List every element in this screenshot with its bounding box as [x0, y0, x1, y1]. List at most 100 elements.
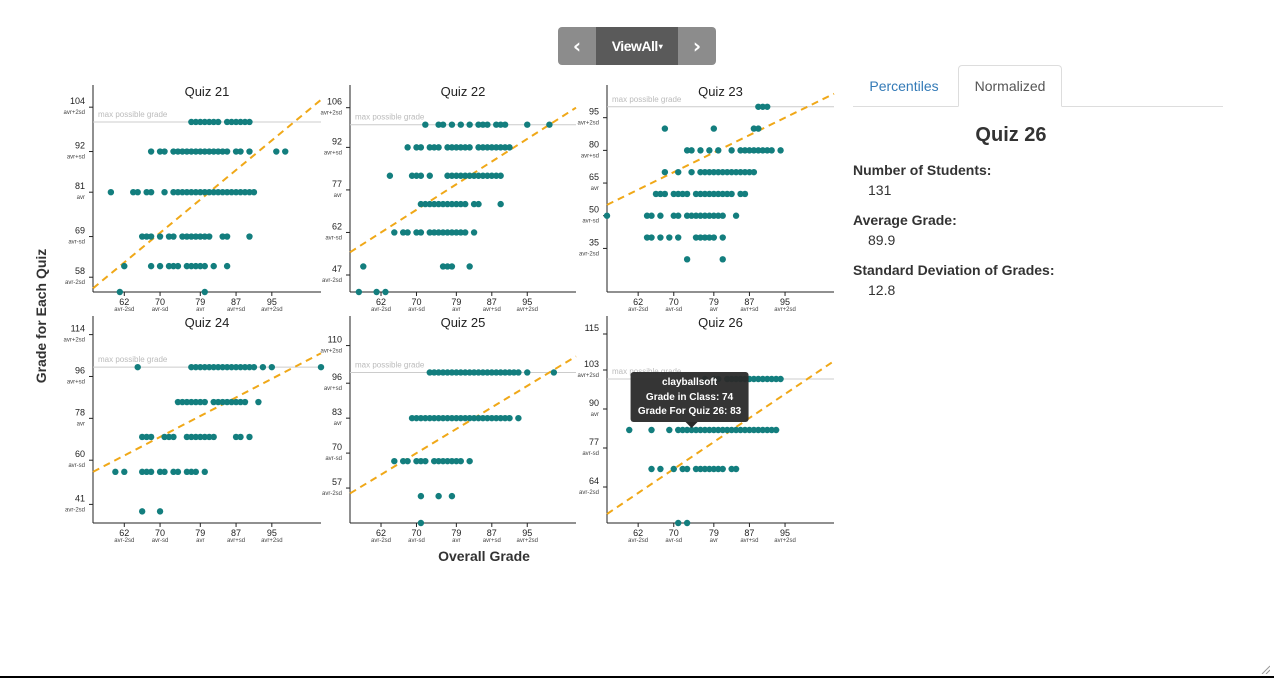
student-point	[453, 457, 460, 465]
quiz-title: Quiz 23	[698, 84, 743, 99]
prev-quiz-button[interactable]: ‹	[558, 27, 596, 65]
y-axis-title: Grade for Each Quiz	[33, 249, 49, 384]
student-point	[719, 234, 726, 241]
student-point	[479, 172, 487, 179]
student-point	[728, 426, 735, 434]
y-tick-sublabel: avr	[77, 195, 85, 201]
student-point	[192, 188, 200, 196]
x-tick-label: 62	[376, 528, 386, 538]
student-point	[737, 190, 744, 198]
student-point	[657, 212, 664, 219]
student-point	[422, 457, 429, 465]
x-tick-label: 70	[669, 297, 679, 307]
y-tick-sublabel: avr-2sd	[322, 278, 342, 284]
bottom-border	[0, 676, 1274, 678]
student-point	[179, 398, 186, 406]
student-point	[670, 190, 677, 198]
student-point	[435, 200, 442, 208]
x-tick-sublabel: avr	[196, 538, 204, 544]
student-point	[648, 426, 655, 434]
student-point	[147, 468, 155, 476]
student-point	[706, 190, 713, 198]
student-point	[417, 457, 425, 465]
x-tick-sublabel: avr+sd	[483, 538, 501, 544]
y-tick-sublabel: avr+sd	[324, 386, 342, 392]
student-point	[706, 234, 713, 241]
tab-normalized[interactable]: Normalized	[958, 65, 1062, 107]
student-point	[666, 426, 673, 434]
y-tick-label: 103	[584, 359, 599, 369]
student-point	[683, 256, 691, 263]
x-tick-label: 95	[267, 297, 277, 307]
student-point	[255, 398, 262, 406]
x-tick-sublabel: avr	[452, 307, 460, 313]
student-point	[156, 468, 164, 476]
student-point	[214, 118, 222, 126]
student-point	[192, 118, 200, 126]
student-point	[237, 188, 244, 196]
next-quiz-button[interactable]: ›	[678, 27, 716, 65]
student-point	[183, 148, 191, 155]
y-tick-sublabel: avr-sd	[68, 240, 85, 246]
diagonal-line	[349, 106, 577, 254]
max-grade-label: max possible grade	[355, 360, 425, 369]
student-point	[652, 190, 660, 198]
student-point	[457, 229, 464, 236]
quiz-panel-5: Quiz 25 max possible grade 110 avr+2sd 96 avr…	[320, 315, 577, 544]
student-point	[688, 212, 695, 219]
student-point	[210, 262, 217, 270]
student-point	[448, 144, 456, 151]
student-point	[750, 168, 758, 176]
x-axis-title: Overall Grade	[438, 548, 530, 564]
student-point	[156, 508, 164, 515]
student-point	[475, 144, 482, 151]
view-all-dropdown[interactable]: ViewAll ▾	[596, 27, 678, 65]
student-point	[161, 148, 168, 155]
student-point	[524, 369, 531, 376]
student-point	[413, 144, 420, 151]
student-point	[183, 188, 191, 196]
student-point	[710, 190, 718, 198]
x-tick-sublabel: avr-2sd	[114, 307, 134, 313]
student-point	[237, 398, 244, 406]
student-point	[444, 229, 451, 236]
student-point	[457, 369, 464, 376]
student-point	[435, 121, 442, 128]
student-point	[355, 288, 363, 296]
view-all-label: ViewAll	[611, 38, 659, 54]
x-tick-sublabel: avr-2sd	[371, 538, 391, 544]
tab-percentiles[interactable]: Percentiles	[869, 77, 939, 94]
x-tick-label: 62	[119, 528, 129, 538]
student-point	[501, 414, 509, 422]
x-tick-sublabel: avr-2sd	[114, 538, 134, 544]
y-tick-sublabel: avr	[591, 412, 599, 418]
student-point	[435, 492, 442, 500]
student-point	[107, 188, 115, 196]
student-point	[750, 147, 758, 154]
x-tick-sublabel: avr+2sd	[516, 307, 538, 313]
x-tick-label: 87	[231, 528, 241, 538]
student-point	[479, 414, 487, 422]
student-point	[746, 426, 753, 434]
student-point	[422, 414, 429, 422]
student-point	[210, 118, 217, 126]
student-point	[439, 457, 447, 465]
student-point	[165, 262, 173, 270]
student-point	[174, 262, 182, 270]
student-point	[701, 168, 709, 176]
student-point	[435, 144, 442, 151]
student-point	[273, 148, 280, 155]
student-point	[470, 172, 478, 179]
quiz-title: Quiz 24	[185, 315, 230, 330]
student-point	[466, 172, 473, 179]
y-tick-sublabel: avr+2sd	[63, 110, 85, 116]
resize-handle-icon[interactable]	[1260, 664, 1270, 674]
student-point	[448, 121, 456, 128]
student-point	[232, 118, 240, 126]
student-point	[232, 398, 240, 406]
student-point	[413, 229, 420, 236]
student-point	[214, 188, 222, 196]
student-point	[413, 172, 420, 179]
student-point	[399, 229, 407, 236]
student-point	[121, 468, 128, 476]
